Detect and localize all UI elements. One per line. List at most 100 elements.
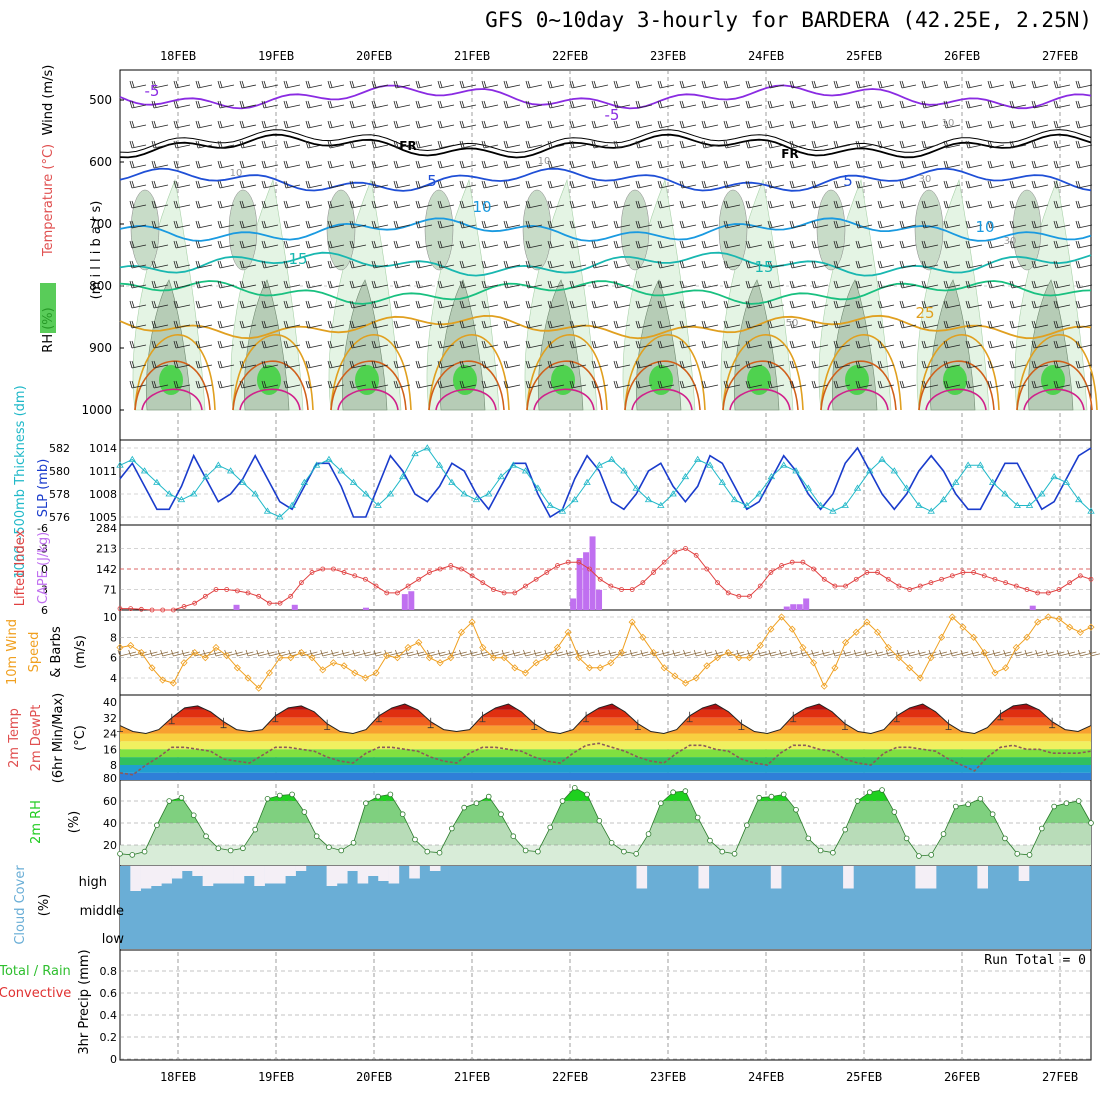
thickness-point xyxy=(902,484,911,491)
wind-barb xyxy=(767,80,785,89)
wind-barb xyxy=(283,280,301,289)
wind-barb xyxy=(965,280,983,289)
surface-wind-barb xyxy=(405,649,425,657)
wind-barb xyxy=(855,260,873,269)
wind-barb xyxy=(261,100,279,109)
wind-barb xyxy=(327,240,345,249)
wind-barb xyxy=(349,340,367,349)
wind-barb xyxy=(921,220,939,229)
wind-barb xyxy=(789,220,807,229)
wind-barb xyxy=(789,380,807,389)
wind-barb xyxy=(459,80,477,89)
wind-barb xyxy=(1075,140,1093,149)
wind-barb xyxy=(723,220,741,229)
high-cloud-gap xyxy=(130,866,141,891)
thickness-point xyxy=(976,461,985,468)
wind-speed-point xyxy=(201,654,209,662)
temp-band xyxy=(120,772,1091,780)
cape-bar xyxy=(583,552,590,610)
wind-barb xyxy=(525,200,543,209)
thickness-point xyxy=(374,501,382,508)
wind-barb xyxy=(943,260,961,269)
rh-point xyxy=(350,839,357,846)
wind-speed-point xyxy=(745,654,754,662)
lifted-point xyxy=(981,573,987,579)
wind-barb xyxy=(393,160,411,169)
wind-barb xyxy=(921,140,939,149)
wind-barb xyxy=(459,320,477,329)
wind-speed-point xyxy=(617,649,626,657)
wind-barb xyxy=(525,120,543,129)
wind-barb xyxy=(591,380,609,389)
thickness-point xyxy=(743,501,751,508)
wind-barb xyxy=(921,180,939,189)
wind-barb xyxy=(635,280,653,289)
thickness-point xyxy=(177,495,186,503)
thickness-point xyxy=(829,507,837,514)
wind-barb xyxy=(1031,340,1049,349)
wind-barb xyxy=(349,300,367,309)
wind-barb xyxy=(569,120,587,129)
wind-barb xyxy=(503,340,521,349)
wind-barb xyxy=(855,280,873,289)
wind-barb xyxy=(151,100,169,109)
lifted-point xyxy=(971,570,977,575)
lifted-point xyxy=(907,587,913,592)
wind-barb xyxy=(327,340,345,349)
high-cloud-gap xyxy=(378,866,389,881)
high-cloud-gap xyxy=(243,866,255,876)
left-label-cape: CAPE (J/kg) xyxy=(36,532,51,604)
isotherm-line xyxy=(119,133,1092,159)
wind-barb xyxy=(547,240,565,249)
wind-barb xyxy=(481,80,499,89)
thickness-point xyxy=(276,513,284,520)
wind-barb xyxy=(899,380,917,389)
temp-minmax xyxy=(479,711,486,723)
rh-contour-label: 30 xyxy=(919,174,932,185)
wind-barb xyxy=(965,140,983,149)
surface-wind-barb xyxy=(480,649,499,657)
rh-contour-area xyxy=(228,189,258,271)
rh-point xyxy=(916,853,922,859)
thickness-tick: 576 xyxy=(49,511,70,524)
wind-barb xyxy=(459,180,477,189)
wind-barb xyxy=(239,100,257,109)
lifted-point xyxy=(960,570,966,575)
wind-speed-point xyxy=(777,613,786,621)
wind-speed-point xyxy=(810,659,818,667)
wind-barb xyxy=(745,200,763,209)
wind-barb xyxy=(371,160,389,169)
wind-barb xyxy=(349,80,367,89)
wind-speed-point xyxy=(842,638,850,646)
wind-speed-point xyxy=(692,674,700,682)
wind-barb xyxy=(547,180,565,189)
wind10m-panel: 4 6 8 10 xyxy=(103,611,1100,692)
lifted-point xyxy=(779,563,784,568)
high-cloud-gap xyxy=(295,866,307,871)
rh-point xyxy=(412,836,418,843)
high-cloud-gap xyxy=(161,866,172,884)
rh-point xyxy=(989,811,996,817)
wind-barb xyxy=(1009,140,1027,149)
wind-barb xyxy=(701,360,719,369)
wind-barb xyxy=(129,360,147,369)
thickness-point xyxy=(1001,490,1009,497)
wind-barb xyxy=(701,220,719,229)
wind-barb xyxy=(349,220,367,229)
wind-barb xyxy=(657,80,675,89)
wind-barb xyxy=(899,160,917,169)
wind-barb xyxy=(151,380,169,389)
rh-point xyxy=(719,848,726,855)
wind-barb xyxy=(547,120,565,129)
rh-point xyxy=(1051,803,1057,810)
thickness-point xyxy=(226,467,235,474)
surface-wind-barb xyxy=(267,649,286,657)
wind-barb xyxy=(987,220,1005,229)
thickness-point xyxy=(964,461,972,468)
wind-barb xyxy=(657,380,675,389)
left-label-rh2m: 2m RH xyxy=(29,800,44,844)
wind-barb xyxy=(261,360,279,369)
wind-barb xyxy=(283,120,301,129)
thickness-point xyxy=(558,507,567,514)
wind-barb xyxy=(965,80,983,89)
